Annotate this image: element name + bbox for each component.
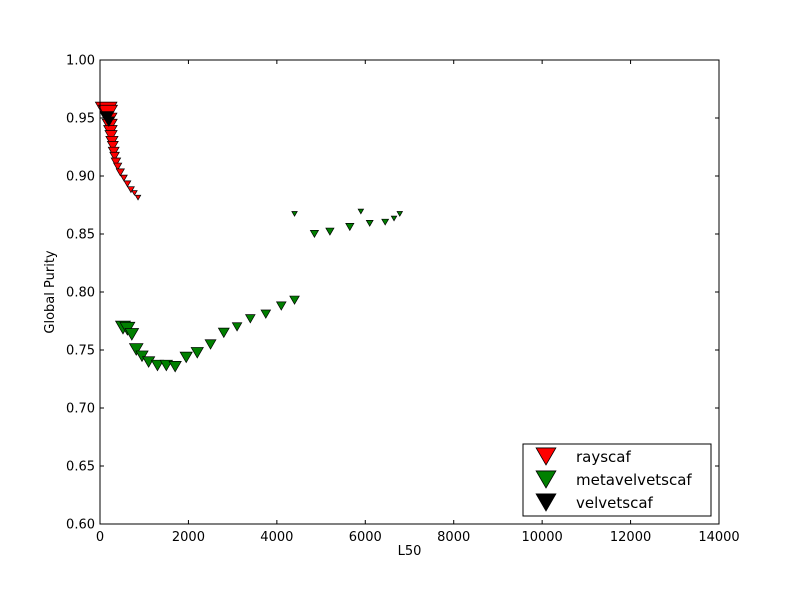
y-tick-label-4: 0.80 [66,286,95,301]
legend-label-velvetscaf: velvetscaf [576,494,654,512]
point-rayscaf-5 [104,130,118,142]
point-rayscaf-16 [131,190,138,196]
y-tick-label-8: 1.00 [66,54,95,69]
x-tick-label-6: 12000 [610,530,651,545]
point-metavelvetscaf-9 [179,351,193,364]
point-rayscaf-13 [119,174,128,182]
y-tick-label-0: 0.60 [66,518,95,533]
y-tick-label-5: 0.85 [66,228,95,243]
point-metavelvetscaf-25 [291,211,298,217]
legend-marker-rayscaf [535,447,557,466]
x-tick-label-0: 0 [96,530,104,545]
point-metavelvetscaf-22 [381,218,390,226]
y-tick-label-1: 0.65 [66,460,95,475]
point-metavelvetscaf-17 [289,295,300,305]
x-tick-label-2: 4000 [260,530,293,545]
y-axis-label: Global Purity [43,250,58,334]
y-tick-label-3: 0.75 [66,344,95,359]
point-rayscaf-8 [107,146,120,158]
point-metavelvetscaf-20 [345,223,355,232]
point-rayscaf-12 [115,168,125,177]
legend-box [522,443,712,517]
axis-ticks: 0 2000 4000 6000 8000 10000 12000 14000 0.60 0.65… [66,54,740,546]
point-metavelvetscaf-13 [231,322,243,332]
point-metavelvetscaf-6 [150,359,165,372]
y-tick-label-7: 0.95 [66,112,95,127]
point-metavelvetscaf-3 [128,343,144,356]
point-rayscaf-9 [109,151,120,162]
point-metavelvetscaf-10 [190,347,204,359]
x-tick-label-7: 14000 [698,530,739,545]
point-rayscaf-10 [110,157,122,167]
legend-marker-metavelvetscaf [535,470,557,489]
legend-label-rayscaf: rayscaf [576,448,631,466]
point-metavelvetscaf-12 [217,327,230,339]
point-rayscaf-11 [113,162,123,171]
x-tick-label-4: 8000 [437,530,470,545]
point-rayscaf-15 [126,186,135,194]
x-tick-label-5: 10000 [521,530,562,545]
point-metavelvetscaf-14 [244,314,256,324]
x-axis-label: L50 [398,544,422,559]
point-metavelvetscaf-18 [309,230,320,239]
y-tick-label-2: 0.70 [66,402,95,417]
point-metavelvetscaf-8 [168,361,182,373]
point-metavelvetscaf-2 [124,328,140,341]
legend: rayscaf metavelvetscaf velvetscaf [522,443,712,517]
plot-area [94,101,404,373]
point-metavelvetscaf-24 [396,211,404,217]
point-velvetscaf-1 [102,116,115,128]
point-metavelvetscaf-26 [357,208,365,215]
point-metavelvetscaf-21 [365,219,374,227]
point-metavelvetscaf-23 [390,215,398,222]
point-metavelvetscaf-19 [325,227,335,236]
point-rayscaf-17 [134,194,142,201]
point-metavelvetscaf-15 [260,309,272,319]
point-rayscaf-7 [106,141,119,152]
point-metavelvetscaf-5 [141,356,156,368]
point-metavelvetscaf-4 [135,350,149,363]
x-tick-label-1: 2000 [172,530,205,545]
legend-marker-velvetscaf [535,493,557,512]
point-rayscaf-14 [123,180,132,188]
y-tick-label-6: 0.90 [66,170,95,185]
point-metavelvetscaf-11 [204,339,217,350]
legend-label-metavelvetscaf: metavelvetscaf [576,471,692,489]
x-tick-label-3: 6000 [349,530,382,545]
point-metavelvetscaf-7 [159,359,174,372]
point-metavelvetscaf-16 [275,301,287,311]
